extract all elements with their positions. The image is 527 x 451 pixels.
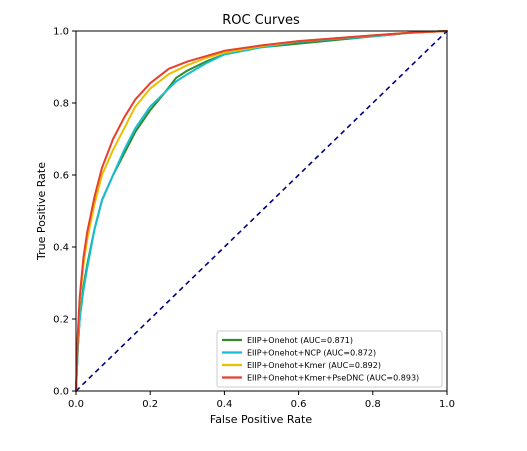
chart-title: ROC Curves xyxy=(222,13,300,28)
y-tick-label: 0.0 xyxy=(53,387,69,398)
y-axis-ticks: 0.0 0.2 0.4 0.6 0.8 1.0 xyxy=(53,27,76,398)
legend-label-3: EIIP+Onehot+Kmer (AUC=0.892) xyxy=(247,361,381,370)
legend-label-2: EIIP+Onehot+NCP (AUC=0.872) xyxy=(247,349,376,358)
x-tick-label: 0.0 xyxy=(68,399,84,410)
x-tick-label: 1.0 xyxy=(439,399,455,410)
plot-frame xyxy=(75,30,448,392)
x-tick-label: 0.2 xyxy=(142,399,158,410)
legend: EIIP+Onehot (AUC=0.871) EIIP+Onehot+NCP (… xyxy=(216,330,443,388)
series-layer xyxy=(75,30,448,392)
legend-frame xyxy=(216,330,443,388)
y-tick-label: 1.0 xyxy=(53,27,69,38)
y-tick-label: 0.6 xyxy=(53,171,69,182)
y-axis-label: True Positive Rate xyxy=(35,162,48,261)
x-tick-label: 0.8 xyxy=(365,399,381,410)
y-tick-label: 0.4 xyxy=(53,243,69,254)
x-axis-label: False Positive Rate xyxy=(210,413,312,426)
x-axis-ticks: 0.0 0.2 0.4 0.6 0.8 1.0 xyxy=(68,391,455,410)
legend-label-1: EIIP+Onehot (AUC=0.871) xyxy=(247,336,353,345)
legend-label-4: EIIP+Onehot+Kmer+PseDNC (AUC=0.893) xyxy=(247,374,419,383)
y-tick-label: 0.8 xyxy=(53,99,69,110)
series-line-4 xyxy=(75,30,448,392)
x-tick-label: 0.4 xyxy=(216,399,232,410)
y-tick-label: 0.2 xyxy=(53,315,69,326)
x-tick-label: 0.6 xyxy=(291,399,307,410)
